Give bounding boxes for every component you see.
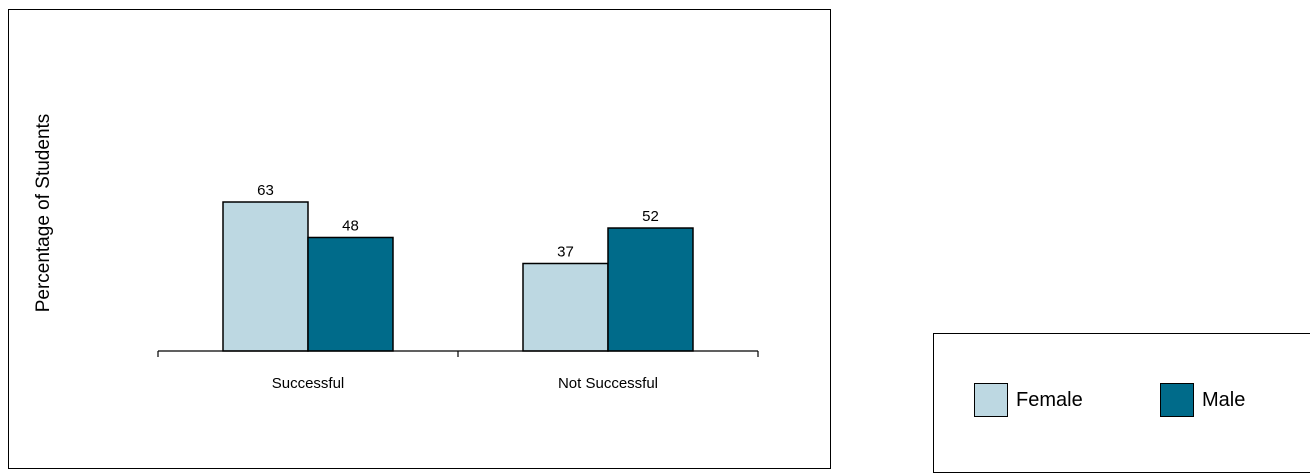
bar-successful-male [307, 236, 394, 352]
y-axis-label: Percentage of Students [33, 114, 54, 313]
data-label-not-successful-female: 37 [557, 243, 574, 260]
legend-item-female: Female [974, 383, 1083, 417]
x-tick-label: Not Successful [558, 375, 658, 392]
data-label-successful-female: 63 [257, 182, 274, 199]
bars-layer: 63 48 37 52 [222, 182, 694, 352]
chart-frame: Percentage of Students 63 48 37 52 Successf… [8, 9, 831, 469]
x-tick-label: Successful [272, 375, 345, 392]
legend: Female Male [933, 333, 1310, 473]
legend-swatch-male [1160, 383, 1194, 417]
legend-label-female: Female [1016, 388, 1083, 411]
x-axis: Successful Not Successful [157, 350, 759, 392]
bar-successful-female [222, 201, 309, 352]
bar-not-successful-male [607, 227, 694, 352]
data-label-successful-male: 48 [342, 217, 359, 234]
bar-not-successful-female [522, 262, 609, 352]
legend-swatch-female [974, 383, 1008, 417]
data-label-not-successful-male: 52 [642, 208, 659, 225]
legend-item-male: Male [1160, 383, 1245, 417]
bar-chart: Percentage of Students 63 48 37 52 Successf… [33, 114, 759, 392]
legend-label-male: Male [1202, 388, 1246, 411]
